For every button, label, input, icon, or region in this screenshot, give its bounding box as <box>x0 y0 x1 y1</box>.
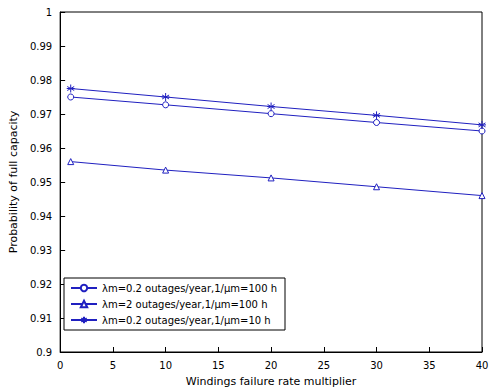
svg-text:0.95: 0.95 <box>30 177 52 188</box>
svg-text:Windings failure rate multipli: Windings failure rate multiplier <box>186 375 357 388</box>
svg-text:0.93: 0.93 <box>30 245 52 256</box>
svg-text:0.91: 0.91 <box>30 313 52 324</box>
svg-text:15: 15 <box>212 360 225 371</box>
svg-text:35: 35 <box>423 360 436 371</box>
svg-text:λm=0.2 outages/year,1/μm=10 h: λm=0.2 outages/year,1/μm=10 h <box>102 315 271 326</box>
svg-text:λm=0.2 outages/year,1/μm=100 h: λm=0.2 outages/year,1/μm=100 h <box>102 283 277 294</box>
svg-text:40: 40 <box>476 360 489 371</box>
svg-text:0.9: 0.9 <box>36 347 52 358</box>
svg-text:Probability of full capacity: Probability of full capacity <box>7 110 20 253</box>
svg-text:10: 10 <box>159 360 172 371</box>
svg-text:0.94: 0.94 <box>30 211 52 222</box>
svg-text:0.97: 0.97 <box>30 109 52 120</box>
svg-text:25: 25 <box>317 360 330 371</box>
svg-text:5: 5 <box>110 360 116 371</box>
svg-text:0: 0 <box>57 360 63 371</box>
svg-text:0.99: 0.99 <box>30 41 52 52</box>
svg-text:0.92: 0.92 <box>30 279 52 290</box>
svg-text:30: 30 <box>370 360 383 371</box>
svg-text:20: 20 <box>265 360 278 371</box>
svg-text:1: 1 <box>46 7 52 18</box>
svg-text:0.98: 0.98 <box>30 75 52 86</box>
svg-text:λm=2 outages/year,1/μm=100 h: λm=2 outages/year,1/μm=100 h <box>102 299 267 310</box>
svg-text:0.96: 0.96 <box>30 143 52 154</box>
